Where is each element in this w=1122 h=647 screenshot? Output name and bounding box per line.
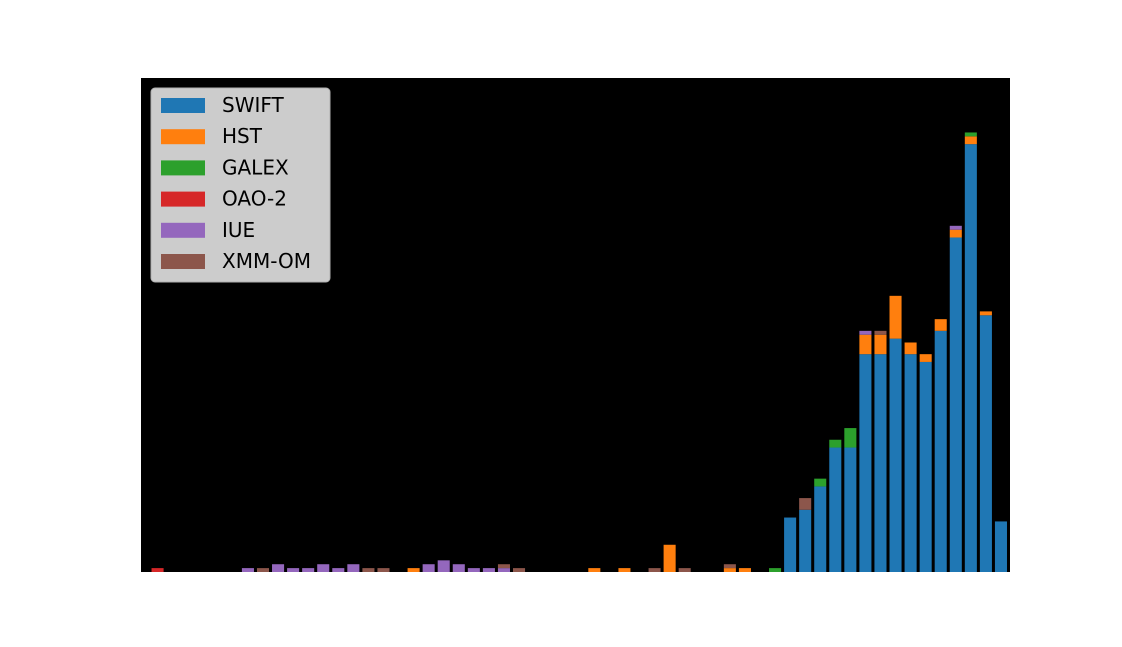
bar [859, 334, 872, 355]
series-swift [784, 144, 1007, 573]
bar [332, 568, 345, 572]
bar [678, 568, 691, 572]
bar [287, 568, 300, 572]
bar [814, 478, 827, 487]
bar [949, 229, 962, 238]
bar [663, 544, 676, 572]
legend-label: IUE [222, 218, 255, 242]
bar [829, 439, 842, 448]
bar [362, 568, 375, 572]
bar [452, 564, 465, 572]
bars-group [151, 132, 1007, 573]
legend-label: OAO-2 [222, 187, 287, 211]
bar [829, 447, 842, 572]
bar [407, 568, 420, 572]
legend: SWIFT HST GALEX OAO-2 IUE XMM-OM [150, 87, 331, 283]
series-iue [241, 225, 962, 572]
bar [272, 564, 285, 572]
bar [859, 330, 872, 335]
bar [874, 354, 887, 572]
legend-swatch [161, 160, 205, 176]
bar [241, 568, 254, 572]
legend-swatch [161, 98, 205, 113]
legend-label: GALEX [222, 155, 289, 179]
bar [979, 311, 992, 316]
bar [437, 560, 450, 572]
bar [482, 568, 495, 572]
bar [844, 428, 857, 448]
bar [934, 330, 947, 572]
bar [347, 564, 360, 572]
bar [467, 568, 480, 572]
series-hst [407, 136, 992, 572]
bar [919, 361, 932, 572]
bar [588, 568, 601, 572]
bar [814, 486, 827, 572]
bar [979, 315, 992, 572]
legend-swatch [161, 129, 205, 145]
bar [422, 564, 435, 572]
bar [618, 568, 631, 572]
bar [964, 136, 977, 145]
bar [919, 354, 932, 362]
bar [799, 498, 812, 510]
bar [949, 225, 962, 230]
bar [964, 132, 977, 137]
bar [904, 342, 917, 355]
bar [256, 568, 270, 572]
bar [497, 564, 510, 569]
bar [784, 517, 797, 572]
legend-swatch [161, 222, 205, 238]
bar [648, 568, 661, 572]
series-xmm-om [256, 330, 887, 572]
bar [723, 564, 736, 569]
bar [904, 354, 917, 572]
legend-label: HST [222, 124, 263, 148]
bar [769, 568, 782, 572]
bar [513, 568, 526, 572]
bar [964, 144, 977, 572]
legend-swatch [161, 254, 205, 269]
bar [799, 509, 812, 572]
bar [934, 319, 947, 331]
bar [889, 338, 902, 572]
bar [949, 237, 962, 573]
series-galex [769, 132, 977, 572]
bar [874, 330, 887, 335]
bar [994, 521, 1007, 572]
bar [151, 568, 164, 572]
bar [377, 568, 390, 572]
series-oao-2 [151, 568, 164, 572]
bar [723, 568, 736, 572]
bar [859, 354, 872, 572]
legend-label: SWIFT [222, 93, 285, 117]
bar [738, 568, 751, 572]
bar [302, 568, 315, 572]
legend-swatch [161, 191, 205, 207]
bar [889, 295, 902, 339]
legend-label: XMM-OM [222, 249, 311, 273]
bar [317, 564, 330, 572]
bar [844, 447, 857, 572]
bar [874, 334, 887, 355]
bar [497, 568, 510, 572]
